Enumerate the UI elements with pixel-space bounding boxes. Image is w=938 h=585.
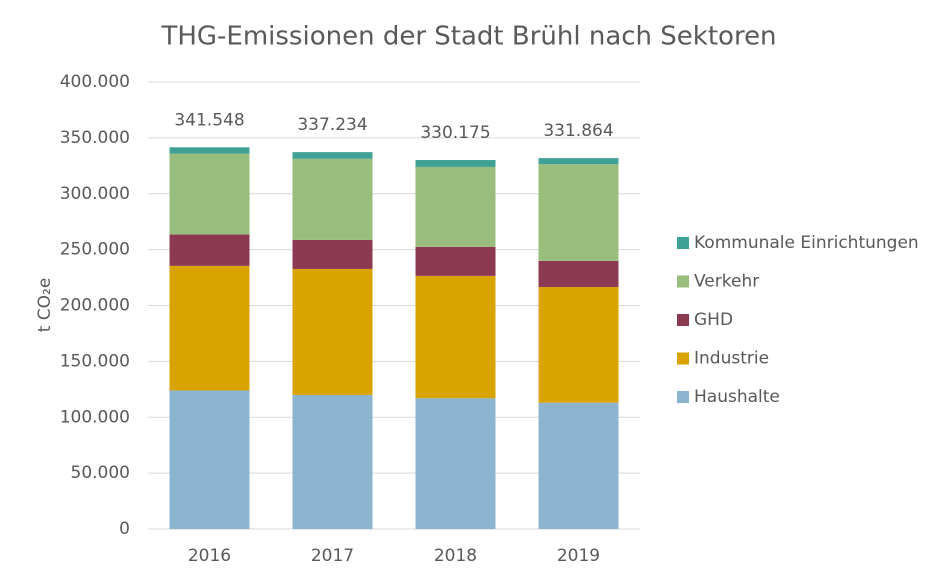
y-tick-label: 0 <box>119 519 130 539</box>
legend-swatch <box>677 391 689 403</box>
bar-segment <box>538 164 619 261</box>
bar-segment <box>169 390 250 529</box>
bar-segment <box>415 166 496 247</box>
bar-segment <box>538 402 619 529</box>
bar-segment <box>292 394 373 529</box>
bar-segment <box>169 147 250 154</box>
y-tick-label: 300.000 <box>60 184 130 204</box>
y-tick-label: 50.000 <box>71 463 130 483</box>
legend-swatch <box>677 275 689 288</box>
bar-segment <box>292 239 373 269</box>
x-tick-label: 2016 <box>188 546 231 566</box>
legend-swatch <box>677 314 689 326</box>
legend-label: Industrie <box>694 349 769 369</box>
y-tick-label: 100.000 <box>60 407 130 427</box>
legend-swatch <box>677 352 689 365</box>
y-tick-label: 400.000 <box>60 72 130 92</box>
x-tick-label: 2017 <box>311 546 354 566</box>
legend-label: GHD <box>694 310 733 330</box>
bar-segment <box>538 260 619 288</box>
bar-segment <box>292 158 373 240</box>
y-tick-label: 200.000 <box>60 296 130 316</box>
legend-label: Kommunale Einrichtungen <box>694 233 919 253</box>
bar-segment <box>169 234 250 266</box>
bar-segment <box>169 153 250 235</box>
legend-label: Verkehr <box>694 272 759 292</box>
x-tick-label: 2018 <box>434 546 477 566</box>
total-label: 341.548 <box>174 110 244 130</box>
y-tick-label: 250.000 <box>60 240 130 260</box>
y-tick-label: 150.000 <box>60 351 130 371</box>
y-axis-label: t CO₂e <box>35 278 55 333</box>
chart-title: THG-Emissionen der Stadt Brühl nach Sekt… <box>160 22 776 52</box>
legend-swatch <box>677 237 689 249</box>
bar-segment <box>415 398 496 529</box>
bar-segment <box>292 268 373 395</box>
x-tick-label: 2019 <box>557 546 600 566</box>
total-label: 331.864 <box>543 121 613 141</box>
bar-segment <box>415 275 496 399</box>
bar-segment <box>415 246 496 276</box>
total-label: 330.175 <box>420 123 490 143</box>
total-label: 337.234 <box>297 115 367 135</box>
y-tick-label: 350.000 <box>60 128 130 148</box>
bar-segment <box>538 287 619 403</box>
bar-segment <box>538 158 619 165</box>
bar-segment <box>415 160 496 167</box>
legend-label: Haushalte <box>694 387 780 407</box>
bar-segment <box>169 265 250 391</box>
bar-segment <box>292 152 373 159</box>
